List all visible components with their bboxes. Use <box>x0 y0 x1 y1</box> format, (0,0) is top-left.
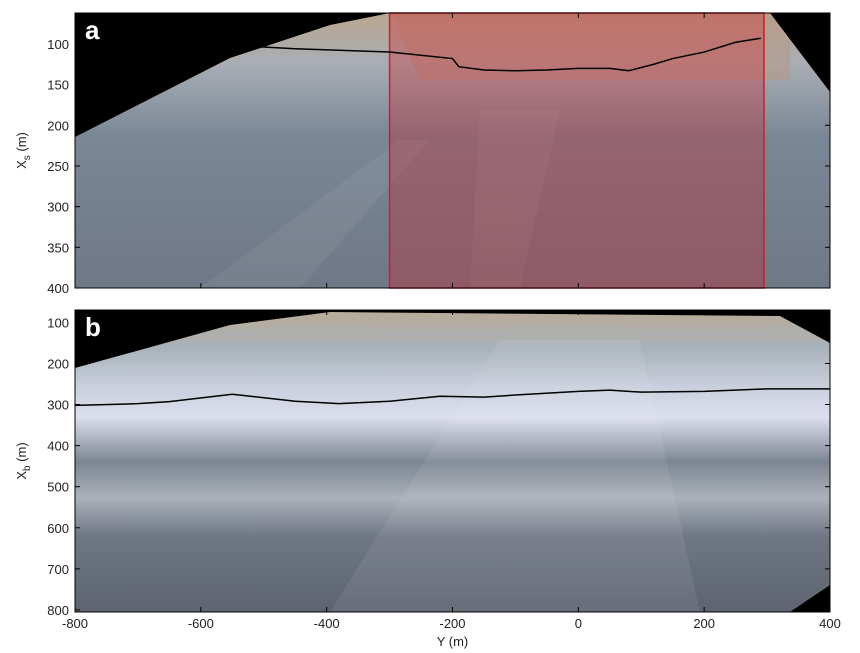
x-tick-label: 400 <box>819 616 841 631</box>
x-tick-label: -600 <box>188 616 214 631</box>
y-axis-label: Xb (m) <box>14 442 33 479</box>
y-label-unit: (m) <box>14 442 29 465</box>
x-tick-label: -800 <box>62 616 88 631</box>
x-tick-label: -200 <box>439 616 465 631</box>
y-tick-label: 250 <box>47 159 69 174</box>
y-label-unit: (m) <box>14 132 29 155</box>
x-tick-label: 0 <box>575 616 582 631</box>
y-tick-label: 100 <box>47 37 69 52</box>
y-tick-label: 500 <box>47 480 69 495</box>
y-label-main: X <box>14 160 29 169</box>
panel-label: b <box>85 312 101 342</box>
x-axis-label: Y (m) <box>437 634 469 649</box>
highlight-region <box>390 13 764 288</box>
image-b <box>75 310 830 612</box>
y-tick-label: 300 <box>47 200 69 215</box>
y-tick-label: 350 <box>47 240 69 255</box>
y-tick-label: 400 <box>47 439 69 454</box>
panel-label: a <box>85 15 100 45</box>
y-axis-label: Xs (m) <box>14 132 33 169</box>
y-tick-label: 300 <box>47 398 69 413</box>
y-tick-label: 200 <box>47 118 69 133</box>
y-tick-label: 100 <box>47 315 69 330</box>
y-label-main: X <box>14 471 29 480</box>
figure: 100 150 200 250 300 350 400 Xs (m) a 100 200 300 400… <box>0 0 860 653</box>
y-tick-label: 150 <box>47 78 69 93</box>
y-tick-label: 400 <box>47 281 69 296</box>
page: 100 150 200 250 300 350 400 Xs (m) a 100 200 300 400… <box>0 0 860 653</box>
y-tick-label: 700 <box>47 562 69 577</box>
x-tick-label: -400 <box>314 616 340 631</box>
y-tick-label: 600 <box>47 521 69 536</box>
y-tick-label: 200 <box>47 356 69 371</box>
x-tick-label: 200 <box>693 616 715 631</box>
